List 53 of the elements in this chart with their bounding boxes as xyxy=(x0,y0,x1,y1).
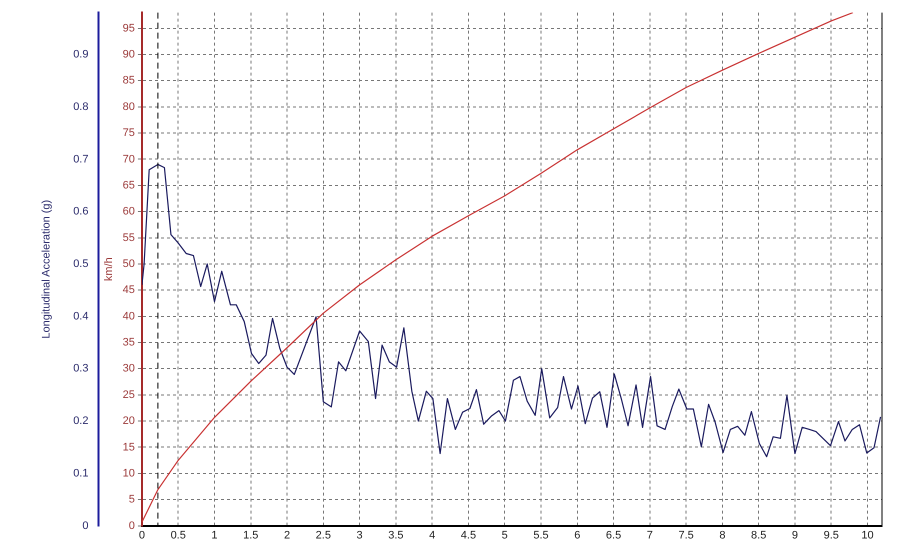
y-tick-label: 35 xyxy=(122,336,135,349)
y-tick-label: 85 xyxy=(122,74,135,87)
y-tick-label: 20 xyxy=(122,415,135,428)
x-tick-label: 2.5 xyxy=(316,529,331,542)
x-tick-label: 7 xyxy=(646,529,653,542)
x-tick-label: 0 xyxy=(138,529,145,542)
x-tick-label: 2 xyxy=(284,529,290,542)
y-tick-label: 90 xyxy=(122,48,135,61)
y-tick-label: 80 xyxy=(122,100,135,113)
x-tick-label: 9 xyxy=(792,529,798,542)
x-tick-label: 7.5 xyxy=(678,529,694,542)
y2-tick-label: 0.2 xyxy=(73,415,88,428)
x-tick-label: 9.5 xyxy=(824,529,839,542)
x-tick-label: 4.5 xyxy=(460,529,476,542)
y-tick-label: 30 xyxy=(122,362,135,375)
y-tick-label: 50 xyxy=(122,258,135,270)
y2-tick-label: 0 xyxy=(82,520,88,532)
x-tick-label: 6.5 xyxy=(606,529,622,542)
y-tick-label: 55 xyxy=(122,232,135,244)
y2-tick-label: 0.7 xyxy=(73,153,88,166)
x-tick-label: 8 xyxy=(719,529,726,542)
y2-tick-label: 0.8 xyxy=(73,100,88,113)
y-tick-label: 0 xyxy=(128,520,135,532)
x-tick-label: 0.5 xyxy=(170,529,186,542)
x-tick-label: 5.5 xyxy=(533,529,549,542)
y2-axis-title: Longitudinal Acceleration (g) xyxy=(40,200,53,339)
y-tick-label: 10 xyxy=(122,467,135,480)
x-tick-label: 8.5 xyxy=(751,529,766,542)
x-tick-label: 3.5 xyxy=(388,529,404,542)
y-tick-label: 75 xyxy=(122,127,135,140)
x-tick-label: 1 xyxy=(211,529,218,542)
y-tick-label: 40 xyxy=(122,310,135,322)
x-tick-label: 4 xyxy=(429,529,436,542)
y-tick-label: 65 xyxy=(122,179,135,192)
y-tick-label: 15 xyxy=(122,441,135,454)
y-axis-title: km/h xyxy=(103,257,116,282)
y2-tick-label: 0.6 xyxy=(73,206,88,218)
y2-tick-label: 0.4 xyxy=(73,310,88,322)
y-tick-label: 25 xyxy=(122,388,135,401)
y-tick-label: 95 xyxy=(122,22,135,34)
y2-tick-label: 0.1 xyxy=(73,467,88,480)
y2-tick-label: 0.3 xyxy=(73,362,88,375)
x-tick-label: 6 xyxy=(574,529,580,542)
y2-tick-label: 0.9 xyxy=(73,48,88,61)
y2-tick-label: 0.5 xyxy=(73,258,88,270)
y-tick-label: 5 xyxy=(128,494,135,506)
y-tick-label: 45 xyxy=(122,284,135,296)
x-tick-label: 3 xyxy=(356,529,363,542)
x-tick-label: 1.5 xyxy=(243,529,258,542)
y-tick-label: 60 xyxy=(122,206,135,218)
y-tick-label: 70 xyxy=(122,153,135,166)
x-tick-label: 5 xyxy=(502,529,508,542)
x-tick-label: 10 xyxy=(861,529,874,542)
